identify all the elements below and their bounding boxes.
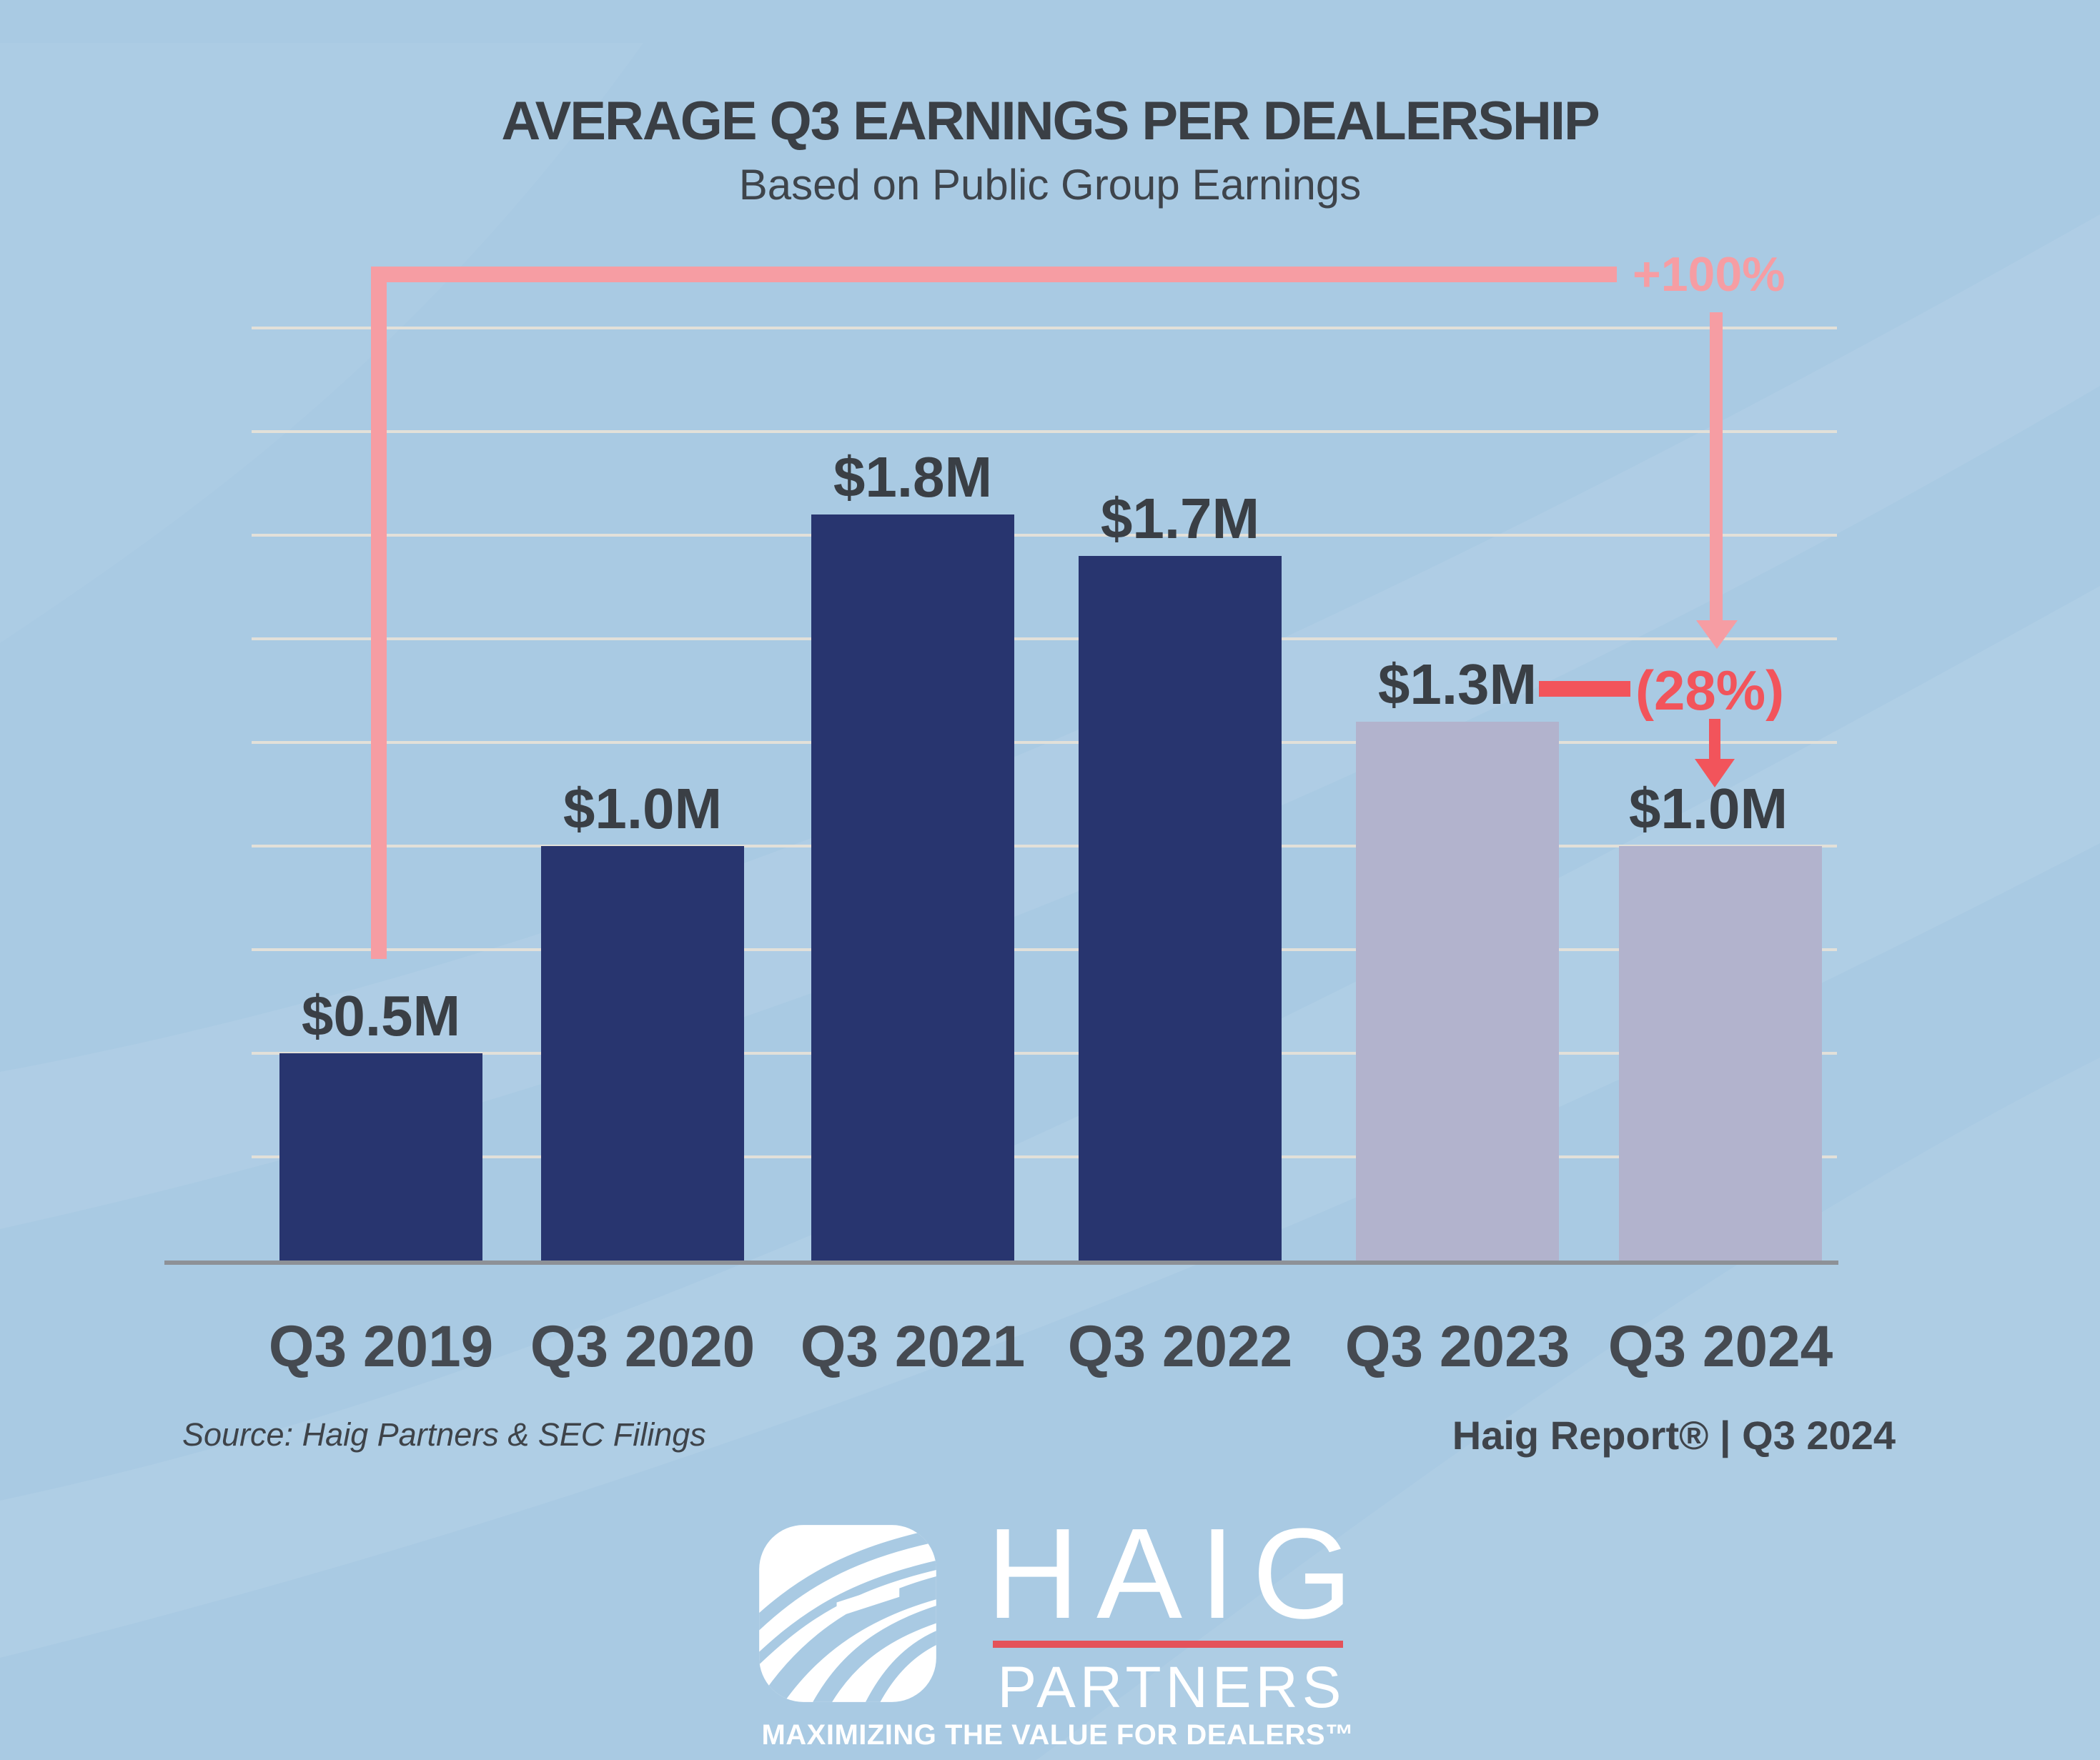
haig-partners-logo: HAIG PARTNERS MAXIMIZING THE VALUE FOR D… (743, 1504, 1372, 1760)
chart-subtitle: Based on Public Group Earnings (738, 161, 1362, 209)
gridline (252, 741, 1837, 744)
bar-q3-2020 (541, 846, 744, 1261)
bar-q3-2024 (1619, 846, 1822, 1261)
value-label-q3-2024: $1.0M (1628, 777, 1788, 840)
bar-q3-2022 (1079, 556, 1282, 1261)
x-axis-label-q3-2019: Q3 2019 (268, 1314, 494, 1379)
x-axis-line (164, 1261, 1838, 1265)
bar-q3-2023 (1356, 722, 1559, 1261)
logo-subwordmark: PARTNERS (997, 1655, 1346, 1720)
gridline (252, 1155, 1837, 1158)
x-axis-label-q3-2020: Q3 2020 (530, 1314, 756, 1379)
bar-q3-2021 (811, 514, 1014, 1261)
x-axis-label-q3-2021: Q3 2021 (800, 1314, 1026, 1379)
gridline (252, 845, 1837, 847)
x-axis-label-q3-2023: Q3 2023 (1344, 1314, 1570, 1379)
logo-red-rule (993, 1641, 1343, 1648)
chart-title: AVERAGE Q3 EARNINGS PER DEALERSHIP (501, 91, 1600, 151)
logo-wordmark: HAIG (986, 1502, 1370, 1646)
gridline (252, 534, 1837, 537)
x-axis-label-q3-2022: Q3 2022 (1067, 1314, 1293, 1379)
logo-tagline: MAXIMIZING THE VALUE FOR DEALERS™ (761, 1719, 1354, 1751)
gridline (252, 1052, 1837, 1055)
report-badge: Haig Report® | Q3 2024 (1452, 1413, 1896, 1458)
haig-swoosh-mark-icon (759, 1525, 936, 1702)
source-note: Source: Haig Partners & SEC Filings (182, 1416, 706, 1453)
gridline (252, 327, 1837, 329)
value-label-q3-2020: $1.0M (563, 777, 723, 840)
bar-q3-2019 (279, 1053, 482, 1261)
value-label-q3-2021: $1.8M (833, 445, 993, 509)
value-label-q3-2019: $0.5M (301, 984, 461, 1048)
gridline (252, 430, 1837, 433)
value-label-q3-2023: $1.3M (1377, 652, 1537, 716)
gridline (252, 948, 1837, 951)
gridline (252, 637, 1837, 640)
x-axis-label-q3-2024: Q3 2024 (1608, 1314, 1833, 1379)
value-label-q3-2022: $1.7M (1100, 487, 1260, 550)
